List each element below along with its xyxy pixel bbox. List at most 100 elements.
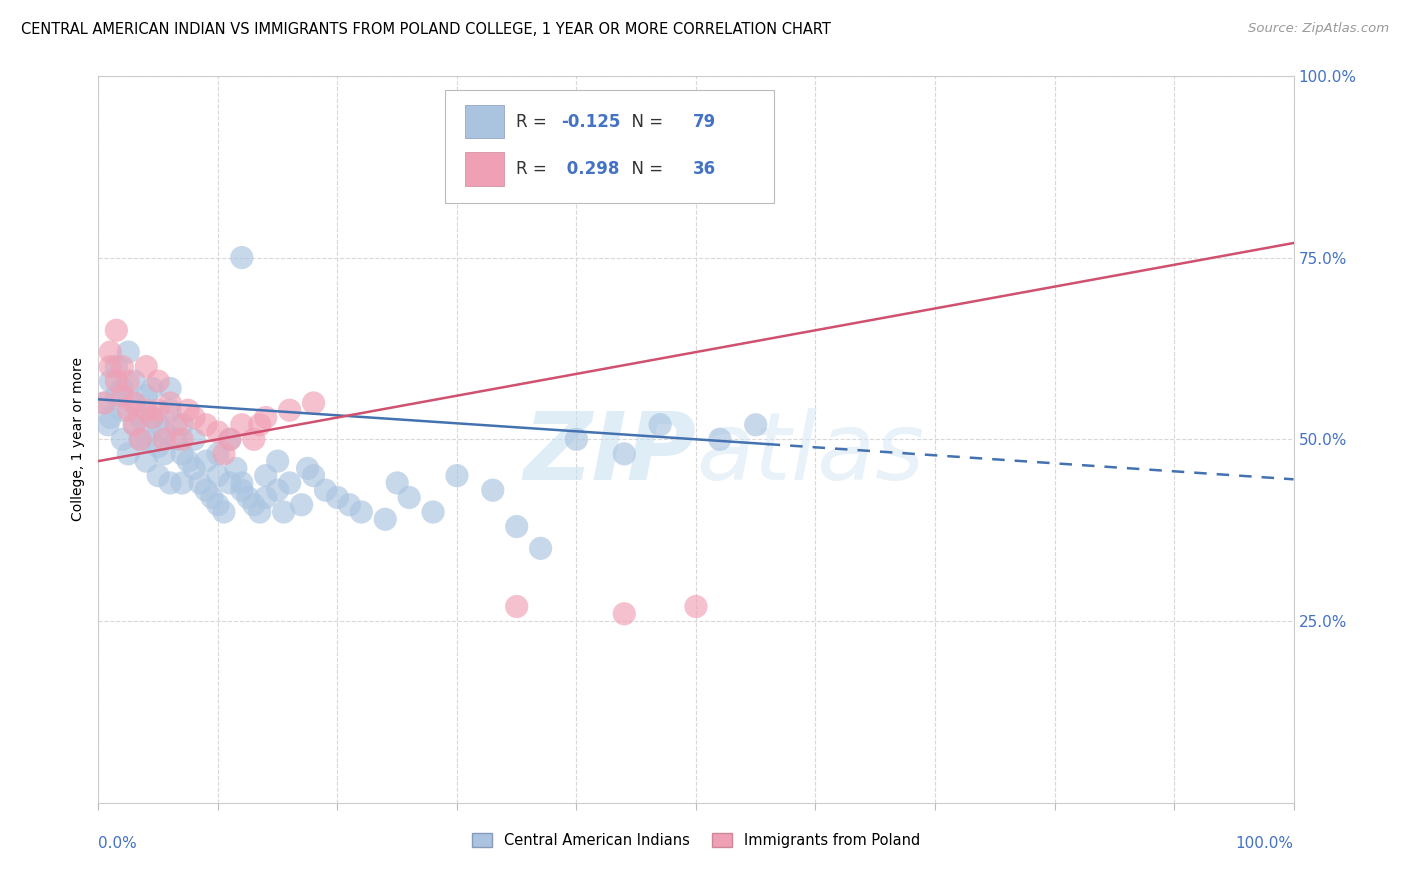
Point xyxy=(201,491,224,505)
Point xyxy=(291,498,314,512)
Point xyxy=(302,468,325,483)
Point xyxy=(105,359,128,374)
Point xyxy=(350,505,373,519)
Point xyxy=(219,432,242,446)
Point xyxy=(315,483,337,498)
Point xyxy=(93,396,115,410)
Text: 0.298: 0.298 xyxy=(561,160,619,178)
Text: -0.125: -0.125 xyxy=(561,112,620,130)
Text: R =: R = xyxy=(516,112,551,130)
Point xyxy=(141,410,163,425)
Text: N =: N = xyxy=(620,112,668,130)
Point xyxy=(273,505,295,519)
Point xyxy=(111,403,134,417)
Point xyxy=(111,359,134,374)
Point xyxy=(124,417,146,432)
Point xyxy=(195,483,218,498)
Point xyxy=(135,432,157,446)
Point xyxy=(745,417,768,432)
Point xyxy=(506,599,529,614)
Point xyxy=(530,541,553,556)
Point xyxy=(685,599,707,614)
Text: 79: 79 xyxy=(692,112,716,130)
FancyBboxPatch shape xyxy=(446,90,773,203)
Point xyxy=(93,396,115,410)
Point xyxy=(105,389,128,403)
Point xyxy=(117,374,139,388)
Point xyxy=(159,396,181,410)
Text: atlas: atlas xyxy=(696,409,924,500)
Point xyxy=(98,345,122,359)
Point xyxy=(98,374,122,388)
Point xyxy=(135,389,157,403)
Point xyxy=(219,475,242,490)
Point xyxy=(129,410,152,425)
Point xyxy=(135,403,157,417)
Point xyxy=(105,374,128,388)
Point xyxy=(183,432,205,446)
Point xyxy=(506,519,529,533)
Y-axis label: College, 1 year or more: College, 1 year or more xyxy=(70,358,84,521)
Point xyxy=(278,403,301,417)
Point xyxy=(398,491,420,505)
Point xyxy=(231,475,253,490)
Point xyxy=(159,381,181,395)
Text: 36: 36 xyxy=(692,160,716,178)
Point xyxy=(159,475,181,490)
Point xyxy=(148,403,170,417)
Point xyxy=(97,417,120,432)
Point xyxy=(141,381,163,395)
Point xyxy=(231,417,253,432)
Point xyxy=(207,425,229,439)
Point xyxy=(648,417,672,432)
Point xyxy=(188,475,211,490)
FancyBboxPatch shape xyxy=(465,105,503,138)
Text: CENTRAL AMERICAN INDIAN VS IMMIGRANTS FROM POLAND COLLEGE, 1 YEAR OR MORE CORREL: CENTRAL AMERICAN INDIAN VS IMMIGRANTS FR… xyxy=(21,22,831,37)
Point xyxy=(148,374,170,388)
Point xyxy=(183,410,205,425)
Text: R =: R = xyxy=(516,160,551,178)
Point xyxy=(709,432,731,446)
Point xyxy=(243,498,266,512)
Point xyxy=(124,374,146,388)
Point xyxy=(374,512,396,526)
Point xyxy=(177,454,200,468)
Text: N =: N = xyxy=(620,160,668,178)
Point xyxy=(111,389,134,403)
Point xyxy=(159,403,181,417)
Text: 0.0%: 0.0% xyxy=(98,836,138,850)
FancyBboxPatch shape xyxy=(465,153,503,186)
Point xyxy=(613,447,636,461)
Point xyxy=(231,483,253,498)
Point xyxy=(219,432,242,446)
Point xyxy=(124,396,146,410)
Point xyxy=(153,432,176,446)
Point xyxy=(153,425,176,439)
Point xyxy=(302,396,325,410)
Point xyxy=(165,432,187,446)
Point xyxy=(172,447,194,461)
Point xyxy=(148,468,170,483)
Point xyxy=(148,417,170,432)
Point xyxy=(212,447,235,461)
Point xyxy=(98,359,122,374)
Point xyxy=(613,607,636,621)
Point xyxy=(565,432,588,446)
Point xyxy=(98,410,122,425)
Point xyxy=(105,323,128,337)
Point xyxy=(422,505,444,519)
Point xyxy=(141,410,163,425)
Point xyxy=(446,468,468,483)
Point xyxy=(183,461,205,475)
Point xyxy=(148,440,170,454)
Point xyxy=(165,417,187,432)
Point xyxy=(124,396,146,410)
Point xyxy=(111,432,134,446)
Point xyxy=(177,403,200,417)
Point xyxy=(236,491,259,505)
Point xyxy=(172,475,194,490)
Point xyxy=(254,491,277,505)
Point xyxy=(111,381,134,395)
Point xyxy=(225,461,247,475)
Point xyxy=(195,417,218,432)
